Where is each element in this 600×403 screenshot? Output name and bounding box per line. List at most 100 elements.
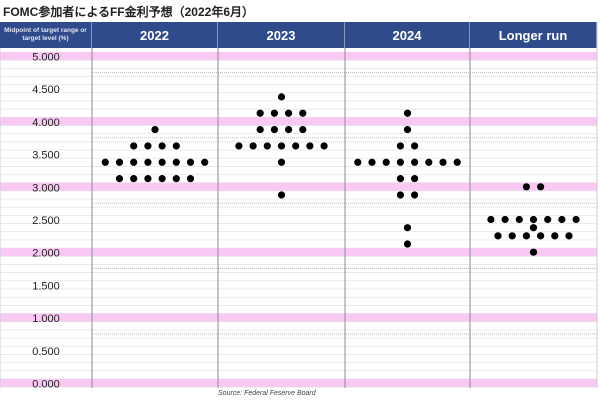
pink-band	[0, 117, 597, 126]
dot-2024	[411, 142, 419, 150]
dot-longer-run	[565, 232, 573, 240]
dot-2023	[249, 142, 257, 150]
y-tick-label: 4.000	[32, 117, 60, 129]
dot-longer-run	[508, 232, 516, 240]
y-tick-label: 4.500	[32, 84, 60, 96]
dot-2023	[299, 109, 307, 117]
dot-2024	[411, 158, 419, 166]
dot-2024	[396, 142, 404, 150]
dot-2022	[151, 125, 159, 134]
dot-2022	[144, 175, 152, 183]
column-header-2023: 2023	[218, 22, 345, 48]
dot-2022	[144, 142, 152, 150]
dot-2023	[270, 109, 278, 117]
dot-2024	[411, 191, 419, 199]
dot-2022	[115, 175, 124, 183]
dot-longer-run	[529, 224, 538, 232]
dot-2022	[158, 158, 166, 166]
dot-longer-run	[572, 215, 580, 224]
dot-2022	[186, 175, 195, 183]
pink-band	[0, 51, 597, 61]
dot-longer-run	[529, 248, 538, 256]
dot-2023	[277, 142, 286, 150]
dot-longer-run	[515, 215, 523, 224]
dot-longer-run	[529, 215, 538, 224]
dot-2023	[285, 109, 293, 117]
dot-2024	[396, 158, 404, 166]
pink-band	[0, 182, 597, 191]
column-header-2022: 2022	[92, 22, 218, 48]
source-note: Source: Federal Feserve Board	[218, 390, 316, 397]
dot-2023	[256, 109, 264, 117]
dot-2022	[144, 158, 152, 166]
dot-longer-run	[537, 183, 545, 191]
dot-2024	[453, 158, 461, 166]
dot-2023	[277, 93, 286, 101]
dot-2023	[235, 142, 243, 150]
dot-2022	[101, 158, 109, 166]
dot-2024	[396, 175, 404, 183]
dot-2023	[277, 158, 286, 166]
dot-2022	[130, 158, 138, 166]
dot-2024	[403, 109, 412, 117]
dot-2023	[306, 142, 314, 150]
dot-2024	[396, 191, 404, 199]
y-tick-label: 5.000	[32, 52, 60, 64]
dot-2023	[299, 125, 307, 134]
y-tick-label: 1.000	[32, 313, 60, 325]
y-tick-label: 0.500	[32, 346, 60, 358]
dot-2022	[172, 158, 180, 166]
dot-longer-run	[487, 215, 495, 224]
dot-2022	[172, 175, 180, 183]
dot-2023	[285, 125, 293, 134]
dot-2024	[425, 158, 433, 166]
dot-2024	[354, 158, 362, 166]
y-tick-label: 2.000	[32, 248, 60, 260]
dot-2022	[172, 142, 180, 150]
dot-2024	[368, 158, 376, 166]
dot-2023	[263, 142, 271, 150]
dot-2022	[201, 158, 209, 166]
dot-longer-run	[544, 215, 552, 224]
dot-2022	[186, 158, 195, 166]
dot-2023	[320, 142, 328, 150]
dot-2023	[292, 142, 300, 150]
dot-2022	[130, 142, 138, 150]
dot-2023	[270, 125, 278, 134]
dot-2022	[158, 175, 166, 183]
header-row: Midpoint of target range or target level…	[0, 22, 597, 48]
dot-2022	[115, 158, 124, 166]
dot-2024	[439, 158, 447, 166]
y-tick-label: 3.000	[32, 182, 60, 194]
dot-2024	[403, 224, 412, 232]
dot-longer-run	[501, 215, 509, 224]
dot-2023	[277, 191, 286, 199]
dot-2024	[382, 158, 390, 166]
chart-title: FOMC参加者によるFF金利予想（2022年6月）	[3, 5, 254, 19]
y-axis-label: Midpoint of target range or target level…	[4, 27, 87, 42]
y-tick-label: 0.000	[32, 379, 60, 391]
dot-longer-run	[537, 232, 545, 240]
pink-band	[0, 248, 597, 257]
dot-2024	[403, 240, 412, 248]
y-tick-label: 1.500	[32, 280, 60, 292]
dot-2023	[256, 125, 264, 134]
dot-longer-run	[551, 232, 559, 240]
y-tick-label: 2.500	[32, 215, 60, 227]
pink-band	[0, 378, 597, 388]
dot-longer-run	[522, 232, 531, 240]
dot-longer-run	[494, 232, 502, 240]
y-tick-label: 3.500	[32, 150, 60, 162]
column-header-longer-run: Longer run	[470, 22, 597, 48]
dot-longer-run	[558, 215, 566, 224]
dot-2022	[130, 175, 138, 183]
dot-2024	[411, 175, 419, 183]
column-header-2024: 2024	[345, 22, 470, 48]
dot-2024	[403, 125, 412, 134]
dot-longer-run	[522, 183, 531, 191]
pink-band	[0, 313, 597, 322]
dot-2022	[158, 142, 166, 150]
y-axis-header: Midpoint of target range or target level…	[0, 22, 92, 48]
